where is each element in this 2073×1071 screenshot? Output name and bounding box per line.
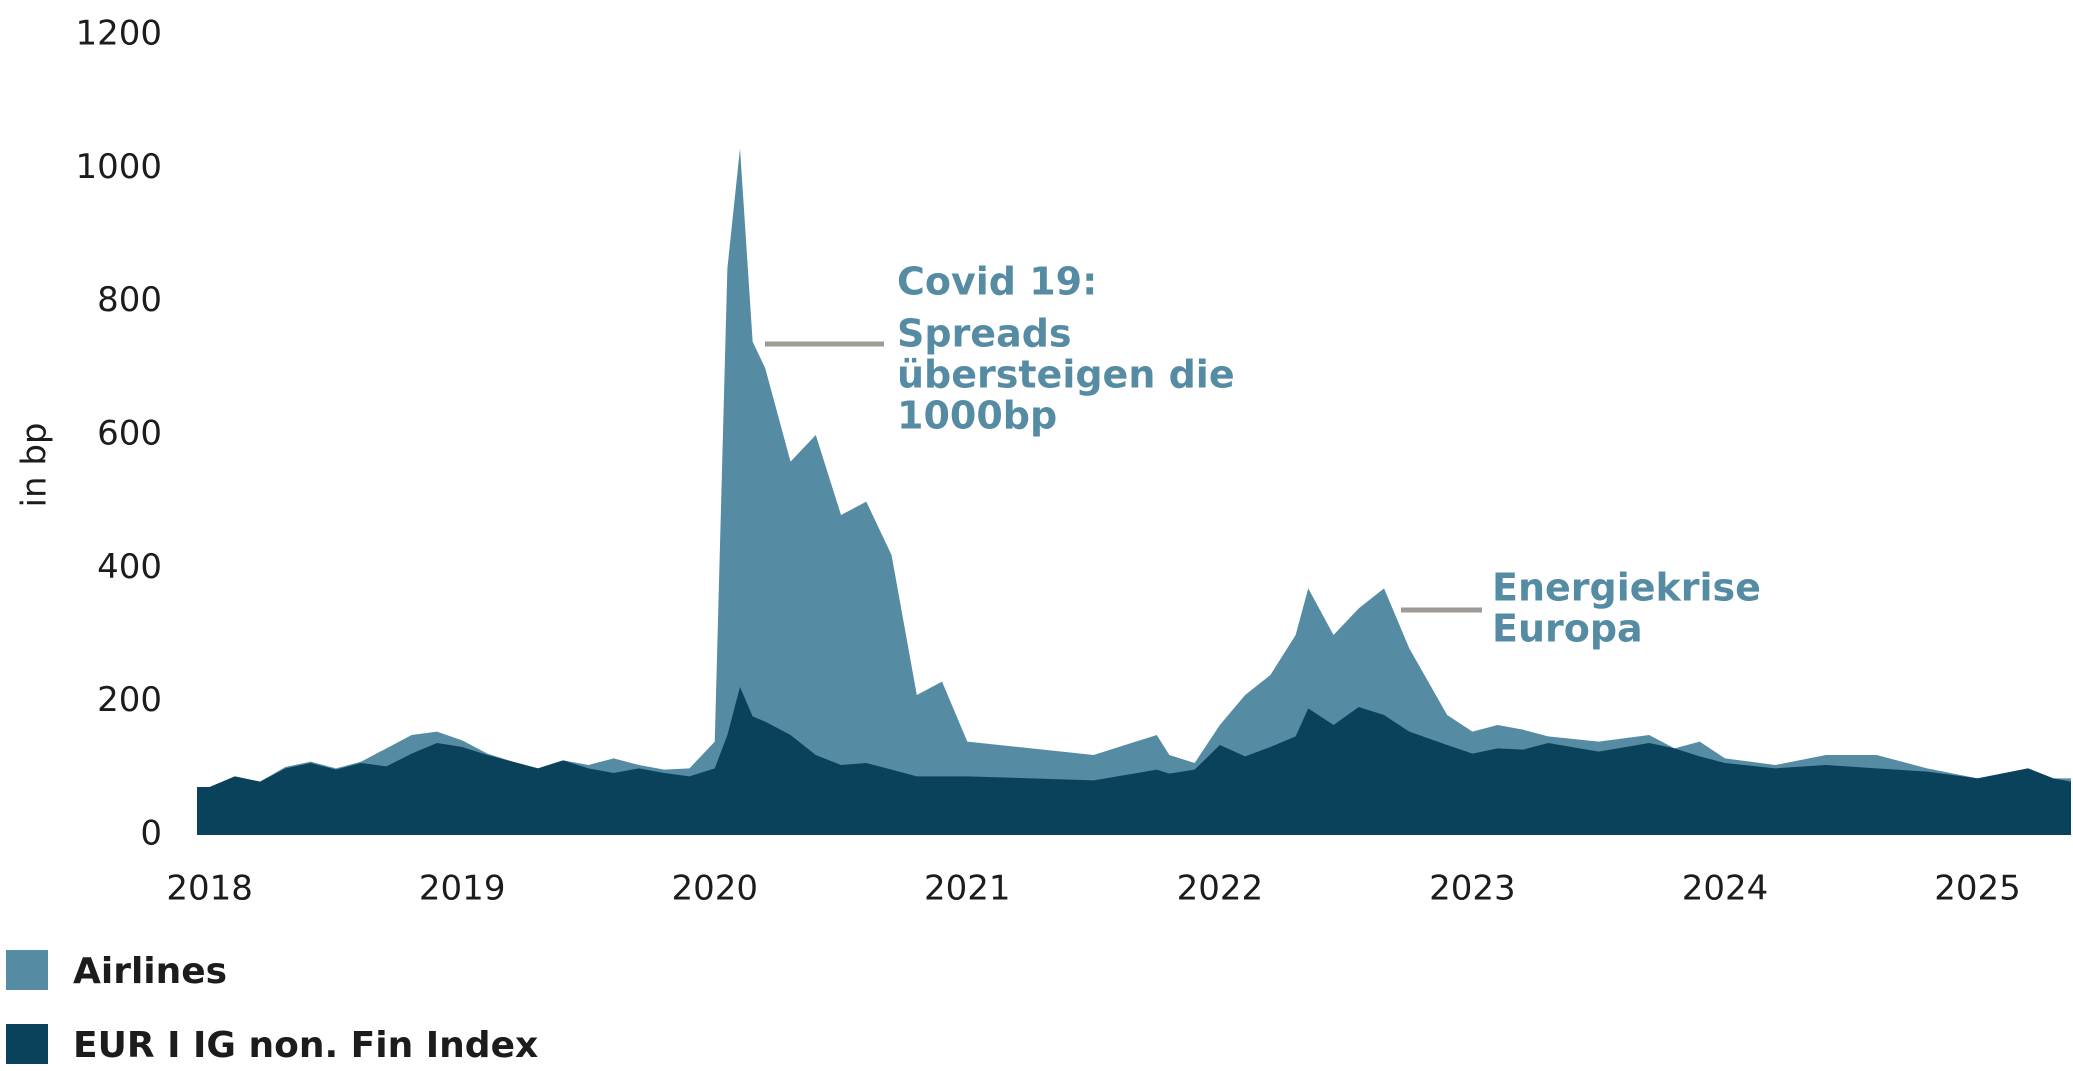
- x-tick-label: 2018: [166, 869, 253, 909]
- annotation: Spreads: [897, 312, 1072, 356]
- y-tick-label: 1200: [75, 14, 162, 54]
- y-tick-label: 800: [97, 280, 162, 320]
- y-tick-label: 400: [97, 547, 162, 587]
- x-tick-label: 2024: [1682, 869, 1769, 909]
- annotation: Europa: [1492, 607, 1643, 651]
- annotation: Energiekrise: [1492, 566, 1761, 610]
- annotation: 1000bp: [897, 394, 1057, 438]
- legend-swatch: [6, 950, 48, 990]
- y-axis-label: in bp: [15, 423, 55, 508]
- x-tick-label: 2025: [1934, 869, 2021, 909]
- x-tick-label: 2022: [1177, 869, 1264, 909]
- x-tick-label: 2021: [924, 869, 1011, 909]
- area: [197, 687, 2071, 835]
- y-tick-label: 600: [97, 414, 162, 454]
- x-tick-label: 2020: [671, 869, 758, 909]
- legend-label: EUR I IG non. Fin Index: [73, 1025, 538, 1066]
- legend-label: Airlines: [73, 951, 227, 992]
- plot-area: [197, 148, 2071, 836]
- annotation: Covid 19:: [897, 260, 1097, 304]
- y-tick-label: 200: [97, 680, 162, 720]
- area: [197, 148, 2071, 836]
- y-tick-label: 0: [140, 814, 162, 854]
- x-tick-label: 2023: [1429, 869, 1516, 909]
- x-tick-label: 2019: [419, 869, 506, 909]
- legend-swatch: [6, 1024, 48, 1064]
- y-tick-label: 1000: [75, 147, 162, 187]
- annotation: übersteigen die: [897, 353, 1235, 397]
